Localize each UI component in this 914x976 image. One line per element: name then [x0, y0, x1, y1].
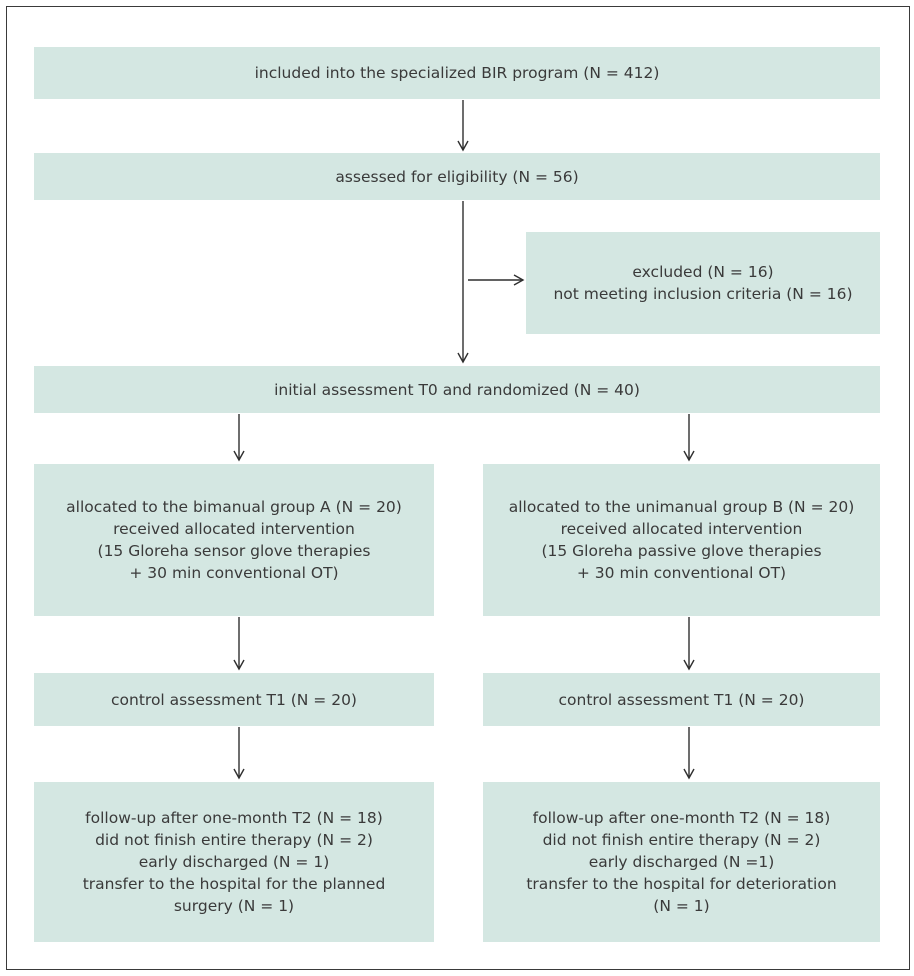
box-followup-a-line-3: early discharged (N = 1) — [138, 853, 330, 871]
box-alloc-a-line-1: allocated to the bimanual group A (N = 2… — [66, 498, 402, 516]
box-followup-b-line-4: transfer to the hospital for deteriorati… — [526, 875, 837, 893]
box-followup-b-line-3: early discharged (N =1) — [588, 853, 775, 871]
box-included-line-1: included into the specialized BIR progra… — [254, 64, 660, 82]
box-allocated-group-a: allocated to the bimanual group A (N = 2… — [34, 464, 434, 616]
box-alloc-b-line-1: allocated to the unimanual group B (N = … — [508, 498, 855, 516]
box-eligibility-line-1: assessed for eligibility (N = 56) — [335, 167, 579, 186]
box-excluded: excluded (N = 16) not meeting inclusion … — [526, 232, 880, 334]
box-control-b-line-1: control assessment T1 (N = 20) — [558, 690, 805, 709]
box-control-a-line-1: control assessment T1 (N = 20) — [111, 690, 357, 709]
box-initial-line-1: initial assessment T0 and randomized (N … — [274, 380, 640, 399]
box-excluded-line-2: not meeting inclusion criteria (N = 16) — [553, 285, 853, 303]
box-excluded-line-1: excluded (N = 16) — [632, 263, 774, 281]
box-alloc-b-line-4: + 30 min conventional OT) — [576, 564, 787, 582]
box-eligibility: assessed for eligibility (N = 56) — [34, 153, 880, 200]
box-included: included into the specialized BIR progra… — [34, 47, 880, 99]
box-followup-a-line-1: follow-up after one-month T2 (N = 18) — [85, 809, 383, 827]
box-followup-group-a: follow-up after one-month T2 (N = 18) di… — [34, 782, 434, 942]
box-control-group-a: control assessment T1 (N = 20) — [34, 673, 434, 726]
box-allocated-group-b: allocated to the unimanual group B (N = … — [483, 464, 880, 616]
box-alloc-b-line-3: (15 Gloreha passive glove therapies — [541, 542, 822, 560]
box-initial-assessment: initial assessment T0 and randomized (N … — [34, 366, 880, 413]
box-followup-group-b: follow-up after one-month T2 (N = 18) di… — [483, 782, 880, 942]
box-followup-b-line-1: follow-up after one-month T2 (N = 18) — [532, 809, 831, 827]
box-control-group-b: control assessment T1 (N = 20) — [483, 673, 880, 726]
box-alloc-a-line-2: received allocated intervention — [113, 520, 355, 538]
box-alloc-a-line-3: (15 Gloreha sensor glove therapies — [97, 542, 371, 560]
box-followup-a-line-5: surgery (N = 1) — [173, 897, 295, 915]
box-followup-a-line-2: did not finish entire therapy (N = 2) — [95, 831, 373, 849]
box-alloc-a-line-4: + 30 min conventional OT) — [129, 564, 339, 582]
box-followup-b-line-5: (N = 1) — [653, 897, 710, 915]
box-followup-b-line-2: did not finish entire therapy (N = 2) — [542, 831, 821, 849]
box-alloc-b-line-2: received allocated intervention — [560, 520, 803, 538]
box-followup-a-line-4: transfer to the hospital for the planned — [82, 875, 386, 893]
